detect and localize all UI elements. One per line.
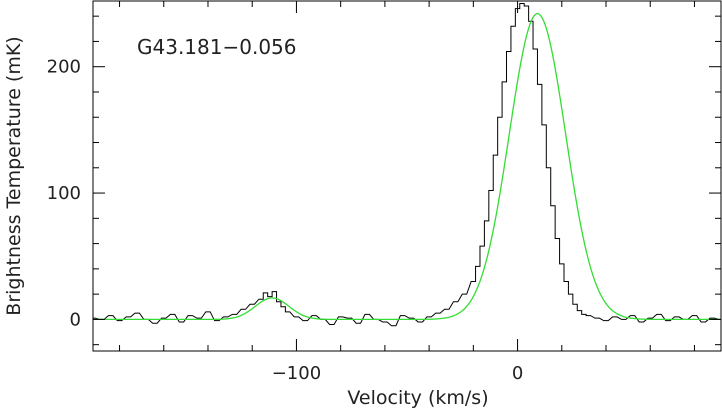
y-axis-label: Brightness Temperature (mK) — [3, 36, 25, 315]
axis-ticks — [93, 1, 721, 351]
y-tick-label: 200 — [47, 57, 81, 78]
chart-title: G43.181−0.056 — [137, 35, 297, 59]
x-axis-label: Velocity (km/s) — [347, 387, 488, 409]
y-tick-label: 100 — [47, 183, 81, 204]
spectrum-histogram — [93, 3, 721, 327]
plot-data-layer — [93, 3, 721, 327]
x-tick-label: −100 — [272, 363, 321, 384]
plot-frame — [92, 0, 722, 352]
y-tick-label: 0 — [70, 309, 81, 330]
gaussian-fit-line — [93, 12, 721, 321]
x-tick-label: 0 — [512, 363, 523, 384]
